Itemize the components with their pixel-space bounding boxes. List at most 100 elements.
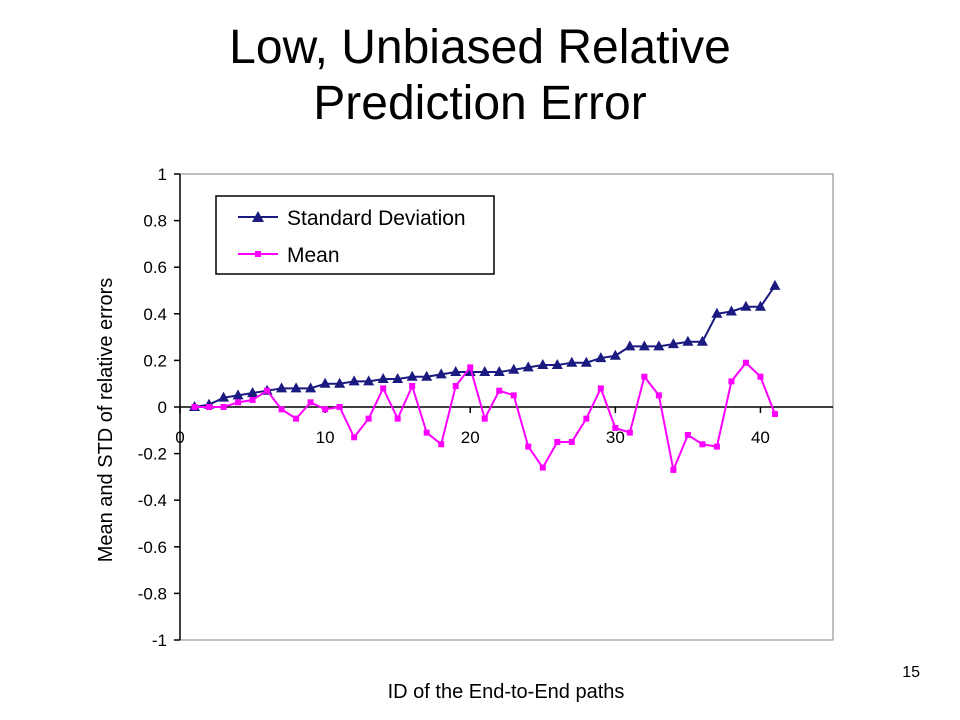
data-point-mean	[568, 438, 575, 445]
data-point-std	[769, 279, 781, 290]
data-point-mean	[278, 406, 285, 413]
data-point-mean	[336, 404, 343, 410]
data-point-mean	[742, 359, 749, 366]
data-point-mean	[583, 415, 590, 422]
data-point-std	[479, 366, 491, 377]
data-point-std	[218, 391, 230, 402]
data-point-mean	[481, 415, 488, 422]
data-point-std	[247, 387, 259, 398]
data-point-mean	[191, 404, 198, 410]
y-tick-label: 1	[158, 165, 167, 184]
data-point-std	[305, 382, 317, 393]
data-point-std	[435, 368, 447, 379]
data-point-mean	[626, 429, 633, 436]
data-point-std	[638, 340, 650, 351]
data-point-std	[421, 370, 433, 381]
data-point-mean	[220, 404, 227, 410]
slide-title-line-1: Low, Unbiased Relative	[229, 21, 731, 74]
data-point-std	[653, 340, 665, 351]
data-point-mean	[206, 404, 213, 410]
y-tick-label: -1	[152, 631, 167, 650]
legend: Standard Deviation Mean	[215, 195, 495, 275]
data-point-std	[450, 366, 462, 377]
data-point-mean	[771, 410, 778, 417]
x-tick-label: 30	[606, 428, 625, 447]
y-tick-label: 0.6	[143, 258, 167, 277]
series-layer	[189, 279, 781, 474]
data-point-mean	[409, 383, 416, 390]
data-point-std	[667, 338, 679, 349]
data-point-std	[595, 352, 607, 363]
data-point-std	[392, 373, 404, 384]
data-point-std	[522, 361, 534, 372]
data-point-std	[508, 363, 520, 374]
data-point-mean	[684, 431, 691, 438]
x-tick-label: 20	[461, 428, 480, 447]
legend-label-mean: Mean	[287, 244, 340, 267]
data-point-mean	[699, 441, 706, 448]
data-point-std	[377, 373, 389, 384]
data-point-mean	[713, 443, 720, 450]
data-point-mean	[612, 424, 619, 431]
data-point-std	[276, 382, 288, 393]
data-point-mean	[438, 441, 445, 448]
x-axis-title: ID of the End-to-End paths	[388, 681, 625, 703]
data-point-std	[580, 356, 592, 367]
y-axis-title: Mean and STD of relative errors	[95, 278, 117, 563]
y-tick-label: -0.4	[138, 491, 167, 510]
y-tick-label: -0.8	[138, 584, 167, 603]
data-point-std	[363, 375, 375, 386]
data-point-mean	[757, 373, 764, 380]
slide-title-line-2: Prediction Error	[313, 77, 647, 130]
data-point-mean	[554, 438, 561, 445]
data-point-mean	[496, 387, 503, 394]
data-point-std	[406, 370, 418, 381]
data-point-mean	[467, 364, 474, 371]
x-tick-label: 10	[316, 428, 335, 447]
data-point-mean	[728, 378, 735, 385]
slide-title: Low, Unbiased Relative Prediction Error	[0, 20, 960, 132]
data-point-mean	[641, 373, 648, 380]
data-point-mean	[597, 385, 604, 392]
data-point-std	[566, 356, 578, 367]
data-point-std	[725, 305, 737, 316]
data-point-mean	[452, 383, 459, 390]
y-tick-label: -0.6	[138, 538, 167, 557]
y-tick-label: -0.2	[138, 445, 167, 464]
data-point-std	[232, 389, 244, 400]
data-point-mean	[293, 415, 300, 422]
data-point-std	[682, 335, 694, 346]
data-point-std	[754, 300, 766, 311]
data-point-std	[348, 375, 360, 386]
data-point-std	[551, 359, 563, 370]
data-point-mean	[351, 434, 358, 441]
legend-marker-std	[252, 211, 264, 222]
data-point-std	[493, 366, 505, 377]
data-point-mean	[322, 406, 329, 413]
data-point-mean	[307, 399, 314, 406]
data-point-mean	[525, 443, 532, 450]
data-point-std	[609, 349, 621, 360]
page-number: 15	[902, 664, 920, 681]
y-tick-label: 0.4	[143, 305, 167, 324]
x-tick-label: 40	[751, 428, 770, 447]
y-tick-label: 0	[158, 398, 167, 417]
data-point-std	[624, 340, 636, 351]
data-point-mean	[235, 399, 242, 406]
data-point-mean	[380, 385, 387, 392]
data-point-mean	[670, 466, 677, 473]
data-point-mean	[249, 397, 256, 404]
data-point-mean	[510, 392, 517, 399]
data-point-std	[696, 335, 708, 346]
data-point-std	[319, 377, 331, 388]
legend-marker-mean	[255, 251, 261, 257]
y-tick-label: 0.8	[143, 212, 167, 231]
data-point-std	[334, 377, 346, 388]
data-point-mean	[539, 464, 546, 471]
data-point-std	[290, 382, 302, 393]
data-point-mean	[264, 387, 271, 394]
legend-box	[215, 195, 495, 275]
data-point-mean	[394, 415, 401, 422]
data-point-std	[537, 359, 549, 370]
